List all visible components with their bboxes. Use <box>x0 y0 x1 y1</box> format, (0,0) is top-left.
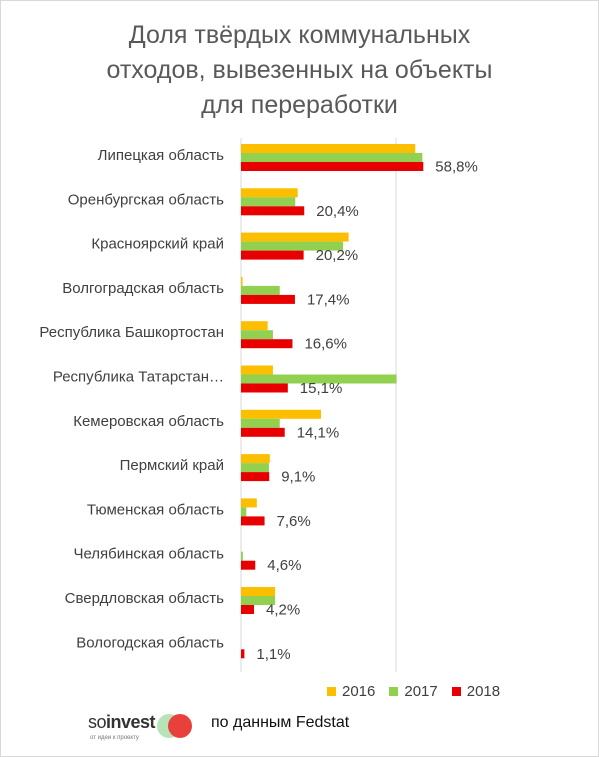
bar-2016 <box>241 144 416 153</box>
bar-2018 <box>241 472 270 482</box>
legend-swatch-2016 <box>327 687 336 696</box>
logo-tagline: от идеи к проекту <box>90 735 139 741</box>
data-label-2018: 17,4% <box>307 291 350 308</box>
bar-2018 <box>241 250 304 260</box>
legend-item-2016: 2016 <box>327 683 375 700</box>
bar-2018 <box>241 427 285 437</box>
data-label-2018: 16,6% <box>304 336 347 353</box>
legend-label-2018: 2018 <box>466 683 501 700</box>
bar-2017 <box>241 551 243 561</box>
data-label-2018: 9,1% <box>281 469 315 486</box>
legend-label-2017: 2017 <box>404 683 438 700</box>
bar-2016 <box>241 454 270 464</box>
data-label-2018: 58,8% <box>435 159 478 176</box>
bar-2017 <box>241 153 423 162</box>
category-label: Пермский край <box>120 457 224 474</box>
chart-title: Доля твёрдых коммунальных отходов, вывез… <box>0 18 599 123</box>
legend-label-2016: 2016 <box>342 683 376 700</box>
category-label: Оренбургская область <box>68 191 224 208</box>
category-label: Липецкая область <box>98 147 225 164</box>
bar-2017 <box>241 507 247 517</box>
bar-2018 <box>241 560 256 570</box>
legend-item-2017: 2017 <box>389 683 438 700</box>
category-label: Тюменская область <box>87 501 224 518</box>
data-label-2018: 20,4% <box>316 203 359 220</box>
bar-2018 <box>241 206 305 216</box>
category-label: Челябинская область <box>73 546 224 563</box>
data-label-2018: 4,2% <box>266 602 300 619</box>
category-label: Республика Башкортостан <box>39 324 224 341</box>
data-label-2018: 4,6% <box>267 557 301 574</box>
logo-brand-part1: so <box>88 712 107 732</box>
bar-2018 <box>241 383 288 393</box>
bar-2016 <box>241 365 273 375</box>
bar-2017 <box>241 374 397 384</box>
chart-title-line-2: отходов, вывезенных на объекты <box>106 56 493 84</box>
bar-2017 <box>241 197 296 207</box>
bar-2018 <box>241 649 245 659</box>
category-label: Вологодская область <box>76 634 224 651</box>
data-label-2018: 14,1% <box>297 424 340 441</box>
chart-title-line-1: Доля твёрдых коммунальных <box>128 21 471 49</box>
category-label: Свердловская область <box>65 590 225 607</box>
bar-2017 <box>241 418 280 428</box>
logo-brand-part2: invest <box>106 712 156 732</box>
bar-2016 <box>241 498 257 508</box>
bar-2018 <box>241 516 265 526</box>
legend-item-2018: 2018 <box>451 683 501 700</box>
bar-2017 <box>241 330 273 340</box>
logo-wordmark: soinvest <box>88 712 156 733</box>
bar-2016 <box>241 188 298 198</box>
bar-2017 <box>241 596 276 605</box>
category-label: Кемеровская область <box>73 413 224 430</box>
category-label: Волгоградская область <box>62 280 224 297</box>
soinvest-logo: soinvest от идеи к проекту <box>88 710 202 744</box>
bar-2018 <box>241 339 293 349</box>
legend-swatch-2018 <box>451 687 461 696</box>
bar-2017 <box>241 463 269 473</box>
bar-2016 <box>241 276 243 286</box>
bar-2018 <box>241 294 295 304</box>
data-label-2018: 15,1% <box>300 380 343 397</box>
legend-swatch-2017 <box>389 687 399 696</box>
category-label: Красноярский край <box>91 236 224 253</box>
bar-2016 <box>241 321 268 331</box>
source-note: по данным Fedstat <box>211 714 350 731</box>
data-label-2018: 7,6% <box>277 513 311 530</box>
data-label-2018: 1,1% <box>256 646 290 663</box>
bar-2016 <box>241 587 276 596</box>
bar-2017 <box>241 285 280 295</box>
logo-circle-red <box>168 714 192 738</box>
bar-2018 <box>241 605 255 614</box>
bar-2016 <box>241 409 321 419</box>
bar-2018 <box>241 162 424 171</box>
chart-title-line-3: для переработки <box>201 91 398 119</box>
bar-2016 <box>241 232 349 242</box>
legend: 2016 2017 2018 <box>327 683 500 700</box>
category-label: Республика Татарстан… <box>53 369 224 386</box>
data-label-2018: 20,2% <box>316 247 359 264</box>
bar-2017 <box>241 241 343 251</box>
